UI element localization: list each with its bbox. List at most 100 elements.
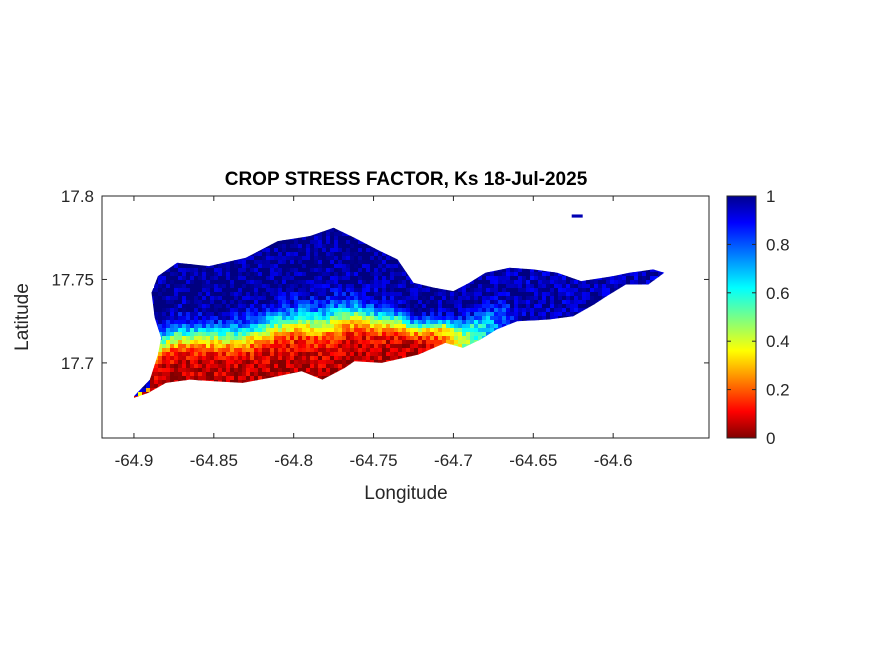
heatmap-cell <box>306 244 311 249</box>
heatmap-cell <box>442 308 447 313</box>
heatmap-cell <box>238 304 243 309</box>
heatmap-cell <box>446 300 451 305</box>
heatmap-cell <box>538 316 543 321</box>
heatmap-cell <box>270 244 275 249</box>
heatmap-cell <box>574 288 579 293</box>
heatmap-cell <box>266 320 271 325</box>
heatmap-cell <box>302 328 307 333</box>
heatmap-cell <box>634 276 639 281</box>
heatmap-cell <box>390 292 395 297</box>
heatmap-cell <box>226 356 231 361</box>
heatmap-cell <box>418 304 423 309</box>
heatmap-cell <box>498 276 503 281</box>
heatmap-cell <box>158 352 163 357</box>
heatmap-cell <box>250 336 255 341</box>
heatmap-cell <box>194 376 199 381</box>
heatmap-cell <box>394 320 399 325</box>
heatmap-cell <box>226 364 231 369</box>
heatmap-cell <box>574 292 579 297</box>
heatmap-cell <box>210 336 215 341</box>
heatmap-cell <box>342 248 347 253</box>
heatmap-cell <box>598 284 603 289</box>
heatmap-cell <box>318 268 323 273</box>
heatmap-cell <box>222 280 227 285</box>
heatmap-cell <box>262 256 267 261</box>
heatmap-cell <box>166 380 171 385</box>
heatmap-cell <box>310 300 315 305</box>
heatmap-cell <box>418 332 423 337</box>
heatmap-cell <box>314 264 319 269</box>
heatmap-cell <box>278 312 283 317</box>
heatmap-cell <box>650 272 655 277</box>
heatmap-cell <box>350 276 355 281</box>
heatmap-cell <box>630 272 635 277</box>
heatmap-cell <box>446 332 451 337</box>
heatmap-cell <box>202 376 207 381</box>
heatmap-cell <box>210 352 215 357</box>
heatmap-cell <box>474 336 479 341</box>
heatmap-cell <box>374 276 379 281</box>
heatmap-cell <box>306 300 311 305</box>
heatmap-cell <box>266 336 271 341</box>
heatmap-cell <box>258 360 263 365</box>
heatmap-cell <box>190 344 195 349</box>
heatmap-cell <box>466 324 471 329</box>
heatmap-cell <box>598 292 603 297</box>
heatmap-cell <box>330 240 335 245</box>
heatmap-cell <box>330 368 335 373</box>
heatmap-cell <box>498 300 503 305</box>
heatmap-cell <box>382 324 387 329</box>
heatmap-cell <box>310 276 315 281</box>
heatmap-cell <box>166 276 171 281</box>
heatmap-cell <box>370 360 375 365</box>
heatmap-cell <box>454 316 459 321</box>
heatmap-cell <box>534 288 539 293</box>
heatmap-cell <box>250 352 255 357</box>
heatmap-cell <box>242 368 247 373</box>
heatmap-cell <box>298 360 303 365</box>
heatmap-cell <box>254 272 259 277</box>
heatmap-cell <box>458 316 463 321</box>
heatmap-cell <box>250 356 255 361</box>
heatmap-cell <box>342 272 347 277</box>
heatmap-cell <box>218 356 223 361</box>
heatmap-cell <box>326 252 331 257</box>
heatmap-cell <box>434 340 439 345</box>
heatmap-cell <box>146 384 151 389</box>
heatmap-cell <box>270 348 275 353</box>
heatmap-cell <box>394 268 399 273</box>
heatmap-cell <box>362 284 367 289</box>
heatmap-cell <box>194 364 199 369</box>
heatmap-cell <box>286 340 291 345</box>
heatmap-cell <box>310 360 315 365</box>
heatmap-cell <box>270 280 275 285</box>
heatmap-cell <box>286 256 291 261</box>
heatmap-cell <box>166 320 171 325</box>
heatmap-cell <box>186 268 191 273</box>
heatmap-cell <box>346 352 351 357</box>
heatmap-cell <box>170 372 175 377</box>
heatmap-cell <box>450 316 455 321</box>
heatmap-cell <box>246 276 251 281</box>
heatmap-cell <box>642 276 647 281</box>
heatmap-cell <box>162 276 167 281</box>
heatmap-cell <box>202 320 207 325</box>
heatmap-cell <box>302 280 307 285</box>
heatmap-cell <box>526 272 531 277</box>
heatmap-cell <box>474 288 479 293</box>
heatmap-cell <box>406 312 411 317</box>
heatmap-cell <box>162 296 167 301</box>
heatmap-cell <box>338 288 343 293</box>
heatmap-cell <box>350 260 355 265</box>
heatmap-cell <box>286 276 291 281</box>
heatmap-cell <box>350 272 355 277</box>
heatmap-cell <box>302 248 307 253</box>
heatmap-cell <box>286 360 291 365</box>
y-tick-label: 17.8 <box>61 187 94 206</box>
heatmap-cell <box>390 312 395 317</box>
heatmap-cell <box>318 316 323 321</box>
heatmap-cell <box>210 340 215 345</box>
heatmap-cell <box>270 252 275 257</box>
heatmap-cell <box>478 284 483 289</box>
heatmap-cell <box>274 372 279 377</box>
